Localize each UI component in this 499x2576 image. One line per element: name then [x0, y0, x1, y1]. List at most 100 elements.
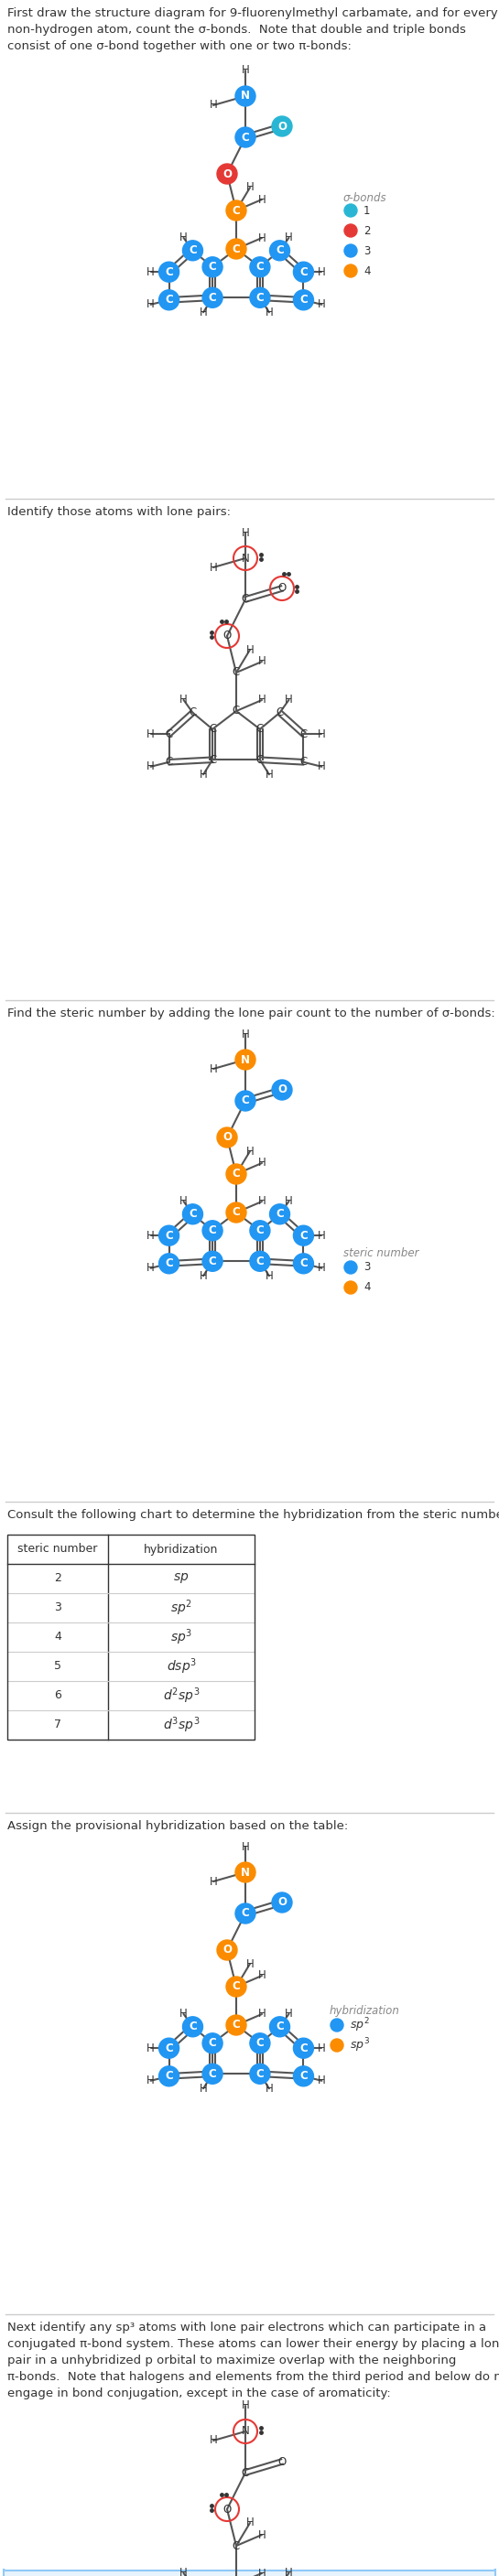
Circle shape: [183, 2017, 203, 2038]
Text: $dsp^3$: $dsp^3$: [166, 1656, 196, 1677]
Text: N: N: [242, 2427, 250, 2437]
Text: C: C: [299, 2071, 307, 2081]
Text: H: H: [285, 693, 293, 706]
Text: H: H: [147, 1262, 155, 1275]
Text: O: O: [277, 121, 286, 131]
Circle shape: [269, 1203, 290, 1224]
Text: C: C: [189, 245, 197, 258]
Text: H: H: [318, 1262, 326, 1275]
Text: H: H: [318, 2043, 326, 2053]
Text: O: O: [278, 2455, 286, 2468]
Text: O: O: [277, 1084, 286, 1095]
Text: First draw the structure diagram for 9-fluorenylmethyl carbamate, and for every
: First draw the structure diagram for 9-f…: [7, 8, 498, 52]
Circle shape: [344, 204, 357, 216]
Circle shape: [183, 240, 203, 260]
Text: H: H: [180, 693, 188, 706]
Text: O: O: [278, 582, 286, 595]
Text: C: C: [165, 265, 173, 278]
Text: 4: 4: [54, 1631, 61, 1643]
Text: $sp$: $sp$: [173, 1571, 189, 1584]
Text: Find the steric number by adding the lone pair count to the number of σ-bonds:: Find the steric number by adding the lon…: [7, 1007, 495, 1020]
Circle shape: [269, 240, 290, 260]
Text: C: C: [232, 2020, 240, 2030]
Text: H: H: [318, 2074, 326, 2087]
Text: O: O: [223, 1945, 232, 1955]
Circle shape: [226, 1164, 247, 1185]
Text: H: H: [242, 1028, 250, 1041]
Text: O: O: [223, 1131, 232, 1144]
Text: H: H: [242, 1842, 250, 1852]
Text: Assign the provisional hybridization based on the table:: Assign the provisional hybridization bas…: [7, 1821, 348, 1832]
Circle shape: [159, 263, 179, 281]
Text: H: H: [180, 1195, 188, 1208]
Circle shape: [217, 1940, 237, 1960]
Circle shape: [217, 1128, 237, 1146]
Circle shape: [272, 1893, 292, 1911]
Text: H: H: [246, 2517, 254, 2530]
Text: H: H: [265, 1270, 273, 1283]
Circle shape: [203, 2063, 223, 2084]
Text: hybridization: hybridization: [144, 1543, 219, 1556]
Circle shape: [330, 2038, 343, 2050]
Text: C: C: [209, 291, 217, 304]
Text: C: C: [165, 294, 173, 307]
Text: C: C: [242, 131, 250, 144]
Text: H: H: [242, 2401, 250, 2411]
Circle shape: [159, 2038, 179, 2058]
Text: H: H: [318, 265, 326, 278]
Circle shape: [236, 85, 255, 106]
Circle shape: [250, 1221, 270, 1242]
Text: H: H: [209, 1875, 218, 1888]
Text: H: H: [209, 100, 218, 111]
Text: H: H: [265, 2081, 273, 2094]
Circle shape: [236, 126, 255, 147]
Circle shape: [269, 2017, 290, 2038]
Circle shape: [293, 263, 313, 281]
Circle shape: [272, 1079, 292, 1100]
Text: C: C: [189, 2020, 197, 2032]
Text: H: H: [209, 2434, 218, 2447]
Circle shape: [293, 1226, 313, 1247]
Circle shape: [217, 165, 237, 183]
FancyBboxPatch shape: [3, 2568, 496, 2576]
Text: steric number: steric number: [17, 1543, 98, 1556]
Text: hybridization: hybridization: [330, 2004, 400, 2017]
Text: 2: 2: [54, 1571, 61, 1584]
Text: C: C: [209, 724, 216, 734]
Text: H: H: [242, 526, 250, 538]
Text: C: C: [209, 1224, 217, 1236]
Text: C: C: [242, 1095, 250, 1108]
Text: C: C: [232, 204, 240, 216]
Text: O: O: [223, 2504, 232, 2514]
Text: H: H: [258, 193, 266, 206]
Circle shape: [203, 1221, 223, 1242]
Text: H: H: [199, 307, 208, 319]
Text: H: H: [246, 644, 254, 657]
Text: H: H: [285, 2009, 293, 2020]
Text: $d^3sp^3$: $d^3sp^3$: [163, 1716, 200, 1734]
Text: C: C: [233, 667, 240, 677]
Circle shape: [250, 1252, 270, 1273]
Circle shape: [330, 2020, 343, 2032]
Text: H: H: [258, 2009, 266, 2020]
Circle shape: [236, 1862, 255, 1883]
Text: H: H: [285, 232, 293, 245]
Text: H: H: [258, 1971, 266, 1981]
Circle shape: [344, 1262, 357, 1273]
Text: 4: 4: [363, 1283, 370, 1293]
Text: H: H: [246, 183, 254, 193]
Text: H: H: [318, 1229, 326, 1242]
Text: C: C: [299, 2043, 307, 2053]
Circle shape: [226, 2014, 247, 2035]
Text: C: C: [209, 2038, 217, 2048]
Text: steric number: steric number: [343, 1247, 419, 1260]
Text: H: H: [265, 307, 273, 319]
Circle shape: [293, 1255, 313, 1273]
Text: 2: 2: [363, 224, 370, 237]
Text: C: C: [256, 291, 264, 304]
Text: C: C: [242, 592, 249, 605]
Text: C: C: [165, 1257, 173, 1270]
Text: H: H: [258, 1157, 266, 1170]
Circle shape: [250, 289, 270, 307]
Text: O: O: [223, 167, 232, 180]
